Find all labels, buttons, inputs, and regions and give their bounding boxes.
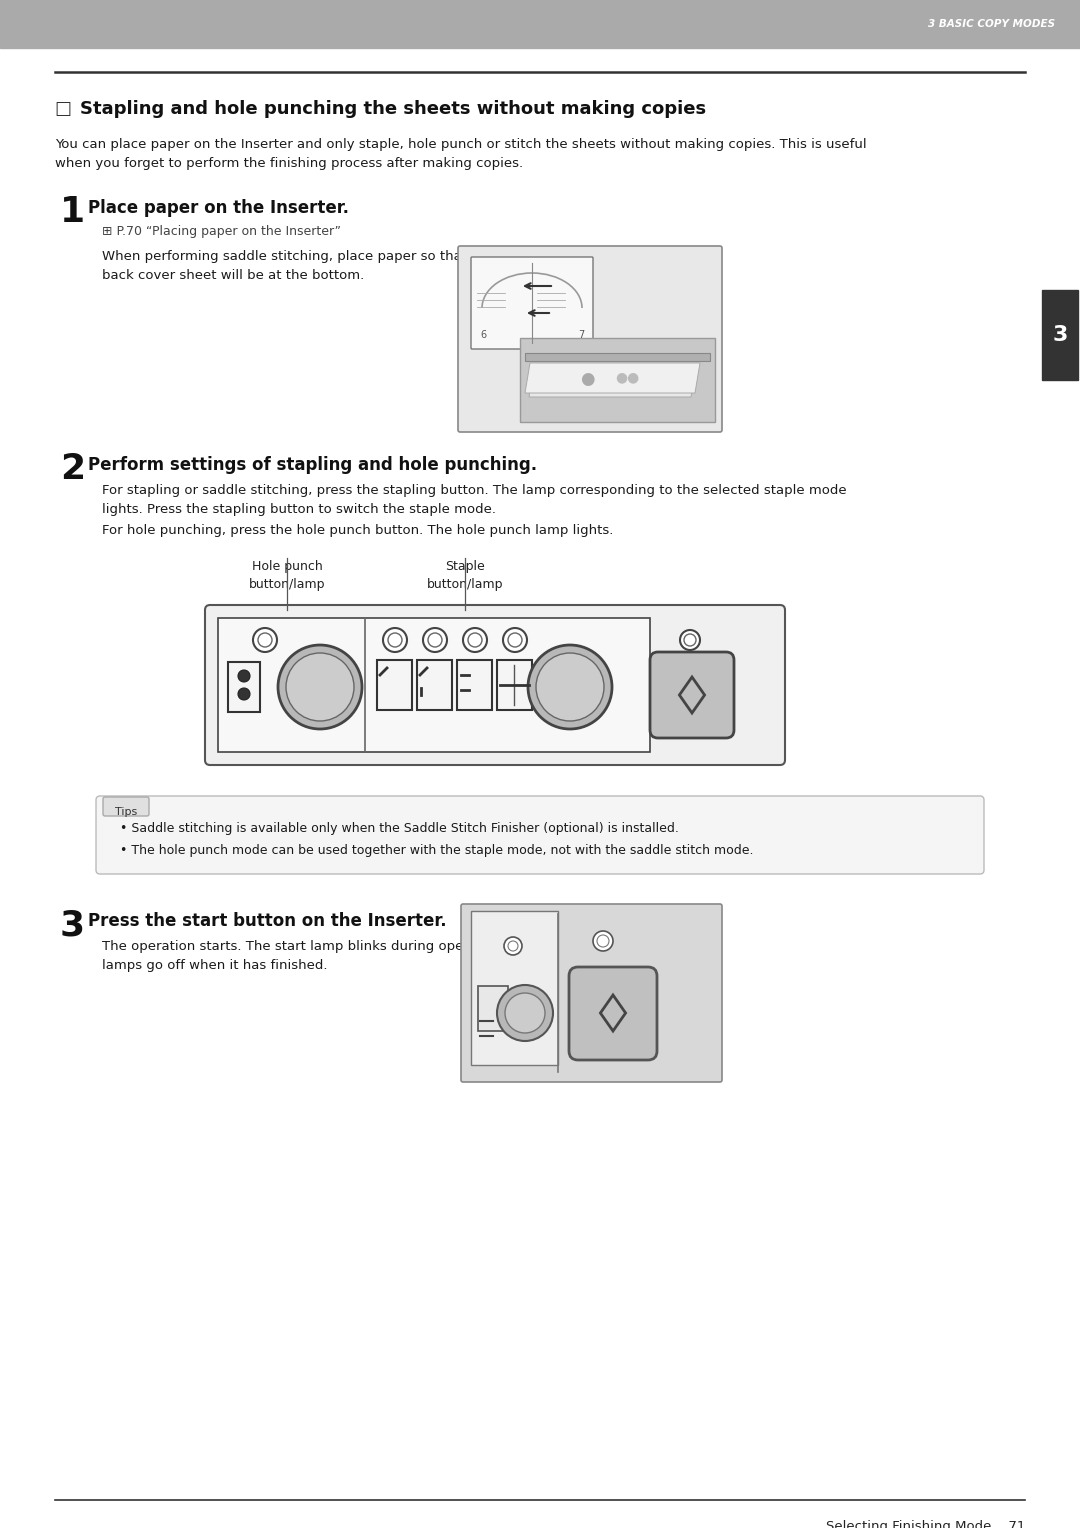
- Text: Stapling and hole punching the sheets without making copies: Stapling and hole punching the sheets wi…: [80, 99, 706, 118]
- Circle shape: [503, 628, 527, 652]
- FancyBboxPatch shape: [458, 246, 723, 432]
- Text: ●: ●: [580, 370, 594, 388]
- Text: Hole punch
button/lamp: Hole punch button/lamp: [248, 559, 325, 591]
- Text: ●●: ●●: [615, 370, 639, 384]
- Bar: [218, 617, 650, 752]
- Circle shape: [463, 628, 487, 652]
- FancyBboxPatch shape: [103, 798, 149, 816]
- Circle shape: [508, 633, 522, 646]
- Circle shape: [383, 628, 407, 652]
- Text: ⊞ P.70 “Placing paper on the Inserter”: ⊞ P.70 “Placing paper on the Inserter”: [102, 225, 341, 238]
- Circle shape: [528, 645, 612, 729]
- Circle shape: [684, 634, 696, 646]
- Circle shape: [505, 993, 545, 1033]
- FancyBboxPatch shape: [569, 967, 657, 1060]
- Bar: [478, 986, 508, 1031]
- Text: Press the start button on the Inserter.: Press the start button on the Inserter.: [87, 912, 447, 931]
- Circle shape: [278, 645, 362, 729]
- Text: 6: 6: [480, 330, 486, 341]
- Text: 2: 2: [60, 452, 85, 486]
- Text: • Saddle stitching is available only when the Saddle Stitch Finisher (optional) : • Saddle stitching is available only whe…: [120, 822, 679, 834]
- Polygon shape: [519, 338, 715, 422]
- FancyBboxPatch shape: [650, 652, 734, 738]
- Text: For stapling or saddle stitching, press the stapling button. The lamp correspond: For stapling or saddle stitching, press …: [102, 484, 847, 516]
- Bar: [377, 660, 411, 711]
- Bar: [457, 660, 492, 711]
- Bar: [1042, 290, 1078, 380]
- Text: For hole punching, press the hole punch button. The hole punch lamp lights.: For hole punching, press the hole punch …: [102, 524, 613, 536]
- Circle shape: [253, 628, 276, 652]
- Circle shape: [286, 652, 354, 721]
- FancyBboxPatch shape: [471, 257, 593, 348]
- Circle shape: [536, 652, 604, 721]
- Text: 3 BASIC COPY MODES: 3 BASIC COPY MODES: [928, 18, 1055, 29]
- Text: The operation starts. The start lamp blinks during operation and all the
lamps g: The operation starts. The start lamp bli…: [102, 940, 578, 972]
- Circle shape: [597, 935, 609, 947]
- Polygon shape: [529, 367, 696, 397]
- Bar: [471, 911, 558, 1065]
- Text: Tips: Tips: [114, 807, 137, 817]
- Bar: [417, 660, 453, 711]
- Circle shape: [238, 688, 249, 700]
- Bar: [497, 660, 532, 711]
- Text: • The hole punch mode can be used together with the staple mode, not with the sa: • The hole punch mode can be used togeth…: [120, 843, 754, 857]
- FancyBboxPatch shape: [461, 905, 723, 1082]
- Circle shape: [238, 669, 249, 681]
- Circle shape: [388, 633, 402, 646]
- Text: You can place paper on the Inserter and only staple, hole punch or stitch the sh: You can place paper on the Inserter and …: [55, 138, 866, 170]
- FancyBboxPatch shape: [205, 605, 785, 766]
- Text: 3: 3: [60, 908, 85, 941]
- Text: □: □: [55, 99, 78, 118]
- Text: 7: 7: [578, 330, 584, 341]
- Circle shape: [258, 633, 272, 646]
- Bar: [228, 662, 260, 712]
- Text: Selecting Finishing Mode    71: Selecting Finishing Mode 71: [825, 1520, 1025, 1528]
- Text: When performing saddle stitching, place paper so that the cover or
back cover sh: When performing saddle stitching, place …: [102, 251, 553, 283]
- FancyBboxPatch shape: [96, 796, 984, 874]
- Text: Perform settings of stapling and hole punching.: Perform settings of stapling and hole pu…: [87, 455, 537, 474]
- Polygon shape: [525, 364, 700, 393]
- Circle shape: [504, 937, 522, 955]
- Circle shape: [423, 628, 447, 652]
- Circle shape: [593, 931, 613, 950]
- Text: 1: 1: [60, 196, 85, 229]
- Bar: [525, 353, 710, 361]
- Circle shape: [497, 986, 553, 1041]
- Text: 3: 3: [1052, 325, 1068, 345]
- Circle shape: [508, 941, 518, 950]
- Text: Staple
button/lamp: Staple button/lamp: [427, 559, 503, 591]
- Text: Place paper on the Inserter.: Place paper on the Inserter.: [87, 199, 349, 217]
- Circle shape: [468, 633, 482, 646]
- Bar: [0, 0, 1080, 47]
- Polygon shape: [534, 371, 692, 400]
- Circle shape: [428, 633, 442, 646]
- Circle shape: [680, 630, 700, 649]
